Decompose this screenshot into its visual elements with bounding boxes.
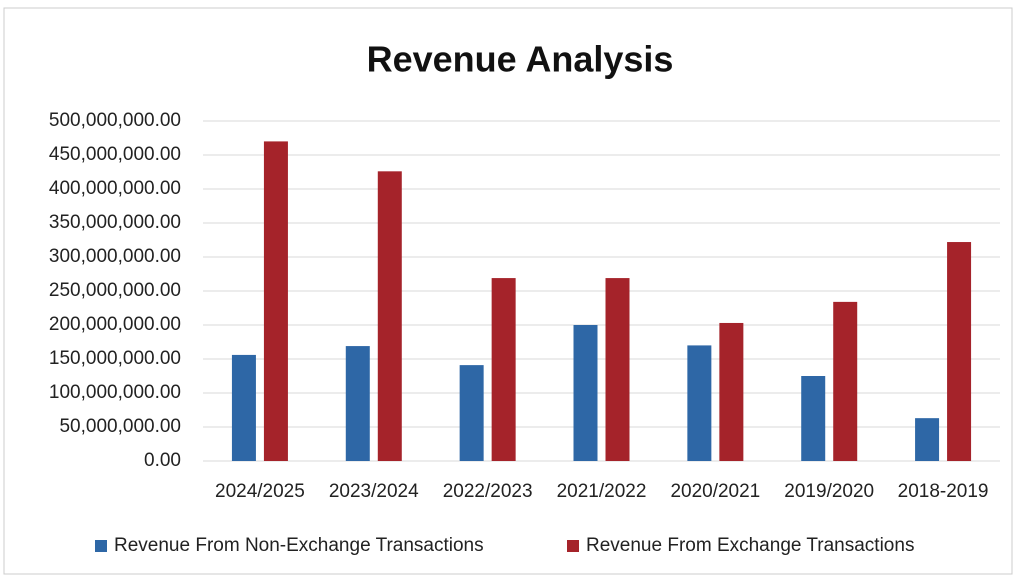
- legend-label: Revenue From Exchange Transactions: [586, 535, 914, 556]
- bar: [377, 171, 402, 461]
- y-tick-label: 300,000,000.00: [49, 246, 181, 267]
- legend-label: Revenue From Non-Exchange Transactions: [114, 535, 484, 556]
- x-tick-label: 2021/2022: [557, 481, 647, 502]
- y-tick-label: 150,000,000.00: [49, 348, 181, 369]
- chart-title: Revenue Analysis: [367, 39, 674, 80]
- y-tick-label: 450,000,000.00: [49, 144, 181, 165]
- y-tick-label: 200,000,000.00: [49, 314, 181, 335]
- y-tick-label: 100,000,000.00: [49, 382, 181, 403]
- y-tick-label: 500,000,000.00: [49, 110, 181, 131]
- bar: [687, 345, 712, 461]
- x-tick-label: 2020/2021: [670, 481, 760, 502]
- x-tick-label: 2018-2019: [898, 481, 989, 502]
- x-tick-label: 2023/2024: [329, 481, 419, 502]
- bar: [459, 365, 484, 461]
- y-tick-label: 350,000,000.00: [49, 212, 181, 233]
- x-tick-label: 2022/2023: [443, 481, 533, 502]
- bar: [801, 376, 826, 461]
- bar: [719, 322, 744, 461]
- bar: [915, 418, 940, 461]
- bar: [573, 325, 598, 461]
- bar: [947, 242, 972, 461]
- x-tick-label: 2024/2025: [215, 481, 305, 502]
- legend-swatch: [95, 540, 107, 552]
- x-tick-label: 2019/2020: [784, 481, 874, 502]
- y-tick-label: 50,000,000.00: [59, 416, 181, 437]
- y-tick-label: 250,000,000.00: [49, 280, 181, 301]
- bar: [605, 278, 630, 461]
- y-tick-label: 0.00: [144, 450, 181, 471]
- bar: [231, 354, 256, 461]
- bar: [263, 141, 288, 461]
- legend-swatch: [567, 540, 579, 552]
- bar: [833, 301, 858, 461]
- bar: [491, 278, 516, 461]
- y-tick-label: 400,000,000.00: [49, 178, 181, 199]
- bar: [345, 346, 370, 461]
